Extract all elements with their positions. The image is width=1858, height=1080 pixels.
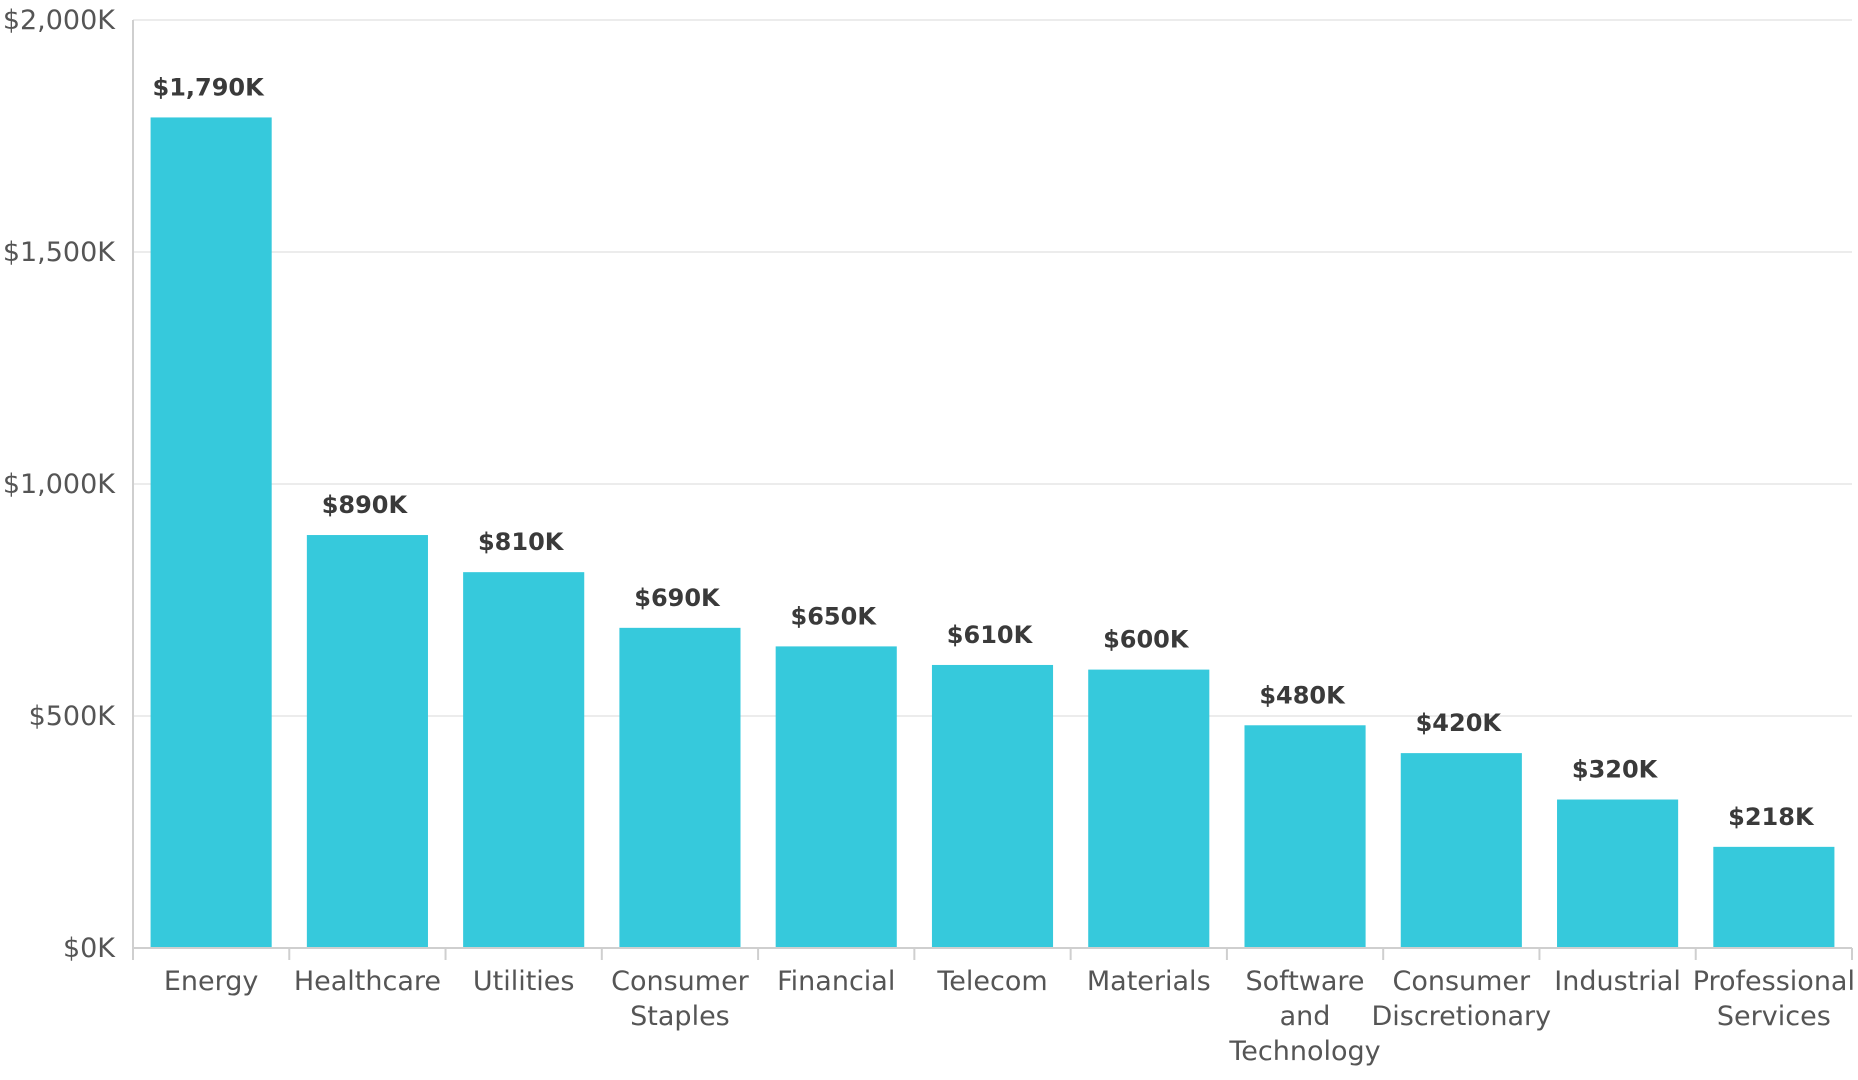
- data-label: $600K: [1103, 626, 1190, 654]
- bar: [1713, 846, 1835, 948]
- y-axis: $0K $500K $1,000K $1,500K $2,000K: [3, 5, 134, 964]
- data-label: $810K: [478, 528, 565, 556]
- x-tick-label: Industrial: [1554, 966, 1681, 997]
- data-label: $1,790K: [153, 73, 266, 101]
- bar: [463, 572, 585, 948]
- bar: [150, 117, 272, 948]
- bar: [306, 535, 428, 948]
- x-tick-label: Energy: [164, 966, 259, 997]
- data-label: $690K: [634, 584, 721, 612]
- data-label: $610K: [947, 621, 1034, 649]
- x-tick-label-line: Staples: [630, 1001, 730, 1032]
- bar: [931, 664, 1054, 948]
- x-tick-label: Financial: [777, 966, 895, 997]
- x-tick-label: Materials: [1087, 966, 1211, 997]
- x-tick-label-line: Consumer: [1392, 966, 1531, 997]
- x-tick-label: Professional Services: [1693, 966, 1855, 1032]
- y-tick-label: $1,000K: [3, 469, 116, 500]
- data-label: $420K: [1416, 709, 1503, 737]
- x-tick-label-line: Financial: [777, 966, 895, 997]
- x-tick-label: Software and Technology: [1228, 966, 1380, 1067]
- x-tick-label: Consumer Discretionary: [1371, 966, 1551, 1032]
- x-tick-label-line: Industrial: [1554, 966, 1681, 997]
- data-label: $650K: [791, 602, 878, 630]
- x-axis: Energy Healthcare Utilities Consumer Staples…: [132, 947, 1855, 1067]
- x-tick-label: Consumer Staples: [611, 966, 750, 1032]
- x-tick-label: Utilities: [473, 966, 575, 997]
- bar: [1244, 725, 1366, 948]
- x-tick-label-line: Professional: [1693, 966, 1855, 997]
- x-tick-label-line: Healthcare: [294, 966, 441, 997]
- y-tick-label: $1,500K: [3, 237, 116, 268]
- x-tick-label-line: Telecom: [936, 966, 1047, 997]
- bar: [1557, 799, 1679, 948]
- x-tick-label-line: Energy: [164, 966, 259, 997]
- x-tick-label-line: Materials: [1087, 966, 1211, 997]
- y-tick-label: $500K: [29, 701, 117, 732]
- data-label: $218K: [1728, 803, 1815, 831]
- data-label: $320K: [1572, 756, 1659, 784]
- x-tick-label: Telecom: [936, 966, 1047, 997]
- x-tick-label-line: Utilities: [473, 966, 575, 997]
- x-tick-label-line: Technology: [1228, 1036, 1380, 1067]
- bars: [150, 117, 1835, 948]
- x-tick-label-line: and: [1280, 1001, 1331, 1032]
- x-tick-label-line: Software: [1246, 966, 1365, 997]
- data-label: $480K: [1259, 681, 1346, 709]
- x-tick-label-line: Services: [1717, 1001, 1831, 1032]
- bar: [1088, 669, 1210, 948]
- y-tick-label: $0K: [63, 933, 116, 964]
- y-tick-label: $2,000K: [3, 5, 116, 36]
- x-tick-label-line: Consumer: [611, 966, 750, 997]
- bar: [619, 627, 741, 948]
- x-tick-label-line: Discretionary: [1371, 1001, 1551, 1032]
- data-label: $890K: [322, 491, 409, 519]
- bar: [775, 646, 897, 948]
- x-tick-label: Healthcare: [294, 966, 441, 997]
- bar: [1400, 753, 1522, 948]
- data-labels: $1,790K $890K $810K $690K $650K $610K $600K $48…: [153, 73, 1815, 830]
